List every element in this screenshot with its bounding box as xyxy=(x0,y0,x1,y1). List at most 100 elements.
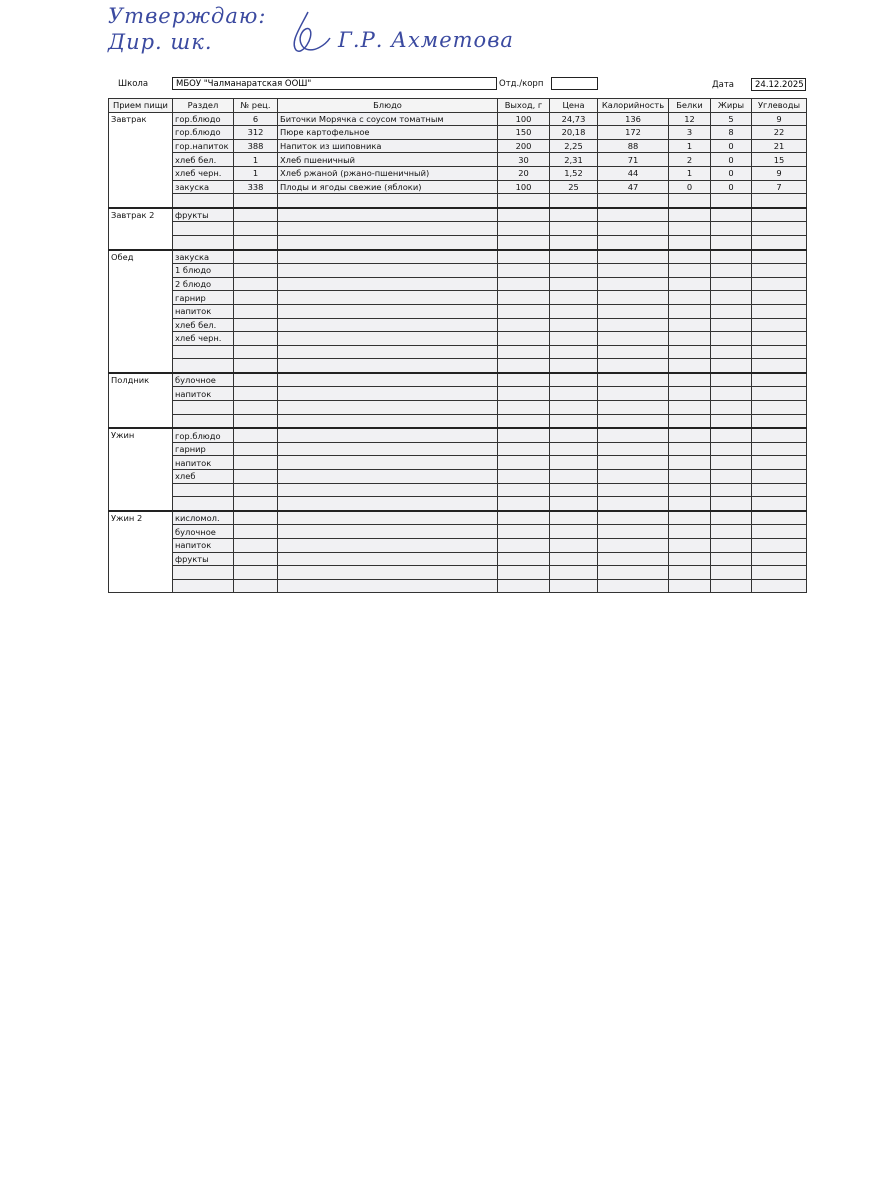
column-header: Прием пищи xyxy=(108,98,173,113)
table-row: Завтрак гор.блюдо 6 Биточки Морячка с соусо… xyxy=(108,111,807,209)
cell-fat xyxy=(710,386,752,402)
cell-output xyxy=(497,441,550,457)
column-header: Цена xyxy=(549,98,598,113)
cell-section xyxy=(172,413,234,429)
table-row: Ужин гор.блюдо xyxy=(108,427,807,512)
cell-carbs xyxy=(751,400,807,415)
cell-price: 24,73 xyxy=(549,111,598,127)
cell-output xyxy=(497,248,550,265)
cell-dish xyxy=(277,290,498,305)
cell-kcal xyxy=(597,509,669,526)
cell-dish: Биточки Морячка с соусом томатным xyxy=(277,111,498,127)
column-header: Углеводы xyxy=(751,98,807,113)
cell-price xyxy=(549,290,598,305)
cell-fat: 0 xyxy=(710,138,752,154)
cell-protein xyxy=(668,263,711,278)
table-row xyxy=(109,578,807,594)
cell-dish xyxy=(277,206,498,223)
cell-protein xyxy=(668,276,711,292)
cell-section xyxy=(172,565,234,580)
cell-section: гарнир xyxy=(172,290,234,305)
cell-fat xyxy=(710,303,752,319)
cell-kcal xyxy=(597,413,669,429)
cell-output: 20 xyxy=(497,165,550,181)
cell-output xyxy=(497,317,550,333)
cell-dish xyxy=(277,496,498,512)
cell-price xyxy=(549,441,598,457)
cell-rec xyxy=(233,317,278,333)
cell-protein xyxy=(668,413,711,429)
cell-carbs: 22 xyxy=(751,125,807,140)
cell-section: гор.блюдо xyxy=(172,125,234,140)
table-row: Обед закуска xyxy=(108,248,807,374)
cell-dish xyxy=(277,248,498,265)
cell-fat xyxy=(710,578,752,594)
column-header: Выход, г xyxy=(497,98,550,113)
cell-fat xyxy=(710,371,752,388)
cell-fat: 0 xyxy=(710,152,752,167)
dept-label: Отд./корп xyxy=(499,79,544,89)
cell-carbs xyxy=(751,427,807,443)
cell-kcal xyxy=(597,578,669,594)
table-row: хлеб черн. xyxy=(109,331,807,346)
cell-protein xyxy=(668,469,711,484)
cell-dish xyxy=(277,551,498,567)
cell-kcal xyxy=(597,400,669,415)
cell-section: хлеб бел. xyxy=(172,317,234,333)
cell-rec: 6 xyxy=(233,111,278,127)
cell-output: 150 xyxy=(497,125,550,140)
cell-fat xyxy=(710,317,752,333)
cell-price xyxy=(549,455,598,471)
cell-price xyxy=(549,221,598,236)
cell-protein xyxy=(668,386,711,402)
cell-carbs xyxy=(751,276,807,292)
cell-section xyxy=(172,496,234,512)
table-row: гор.напиток 388 Напиток из шиповника 200 2,2… xyxy=(109,138,807,154)
column-header: Калорийность xyxy=(597,98,669,113)
cell-rec: 1 xyxy=(233,165,278,181)
cell-price xyxy=(549,400,598,415)
cell-rec xyxy=(233,344,278,360)
cell-price: 25 xyxy=(549,179,598,195)
cell-kcal xyxy=(597,276,669,292)
table-row xyxy=(109,496,807,512)
cell-protein xyxy=(668,524,711,539)
cell-price xyxy=(549,386,598,402)
cell-output xyxy=(497,469,550,484)
cell-dish xyxy=(277,400,498,415)
cell-carbs: 15 xyxy=(751,152,807,167)
cell-kcal xyxy=(597,206,669,223)
cell-rec xyxy=(233,509,278,526)
cell-carbs xyxy=(751,386,807,402)
cell-rec xyxy=(233,551,278,567)
cell-protein xyxy=(668,221,711,236)
approval-signer: Г.Р. Ахметова xyxy=(338,28,514,52)
cell-section: хлеб xyxy=(172,469,234,484)
cell-dish xyxy=(277,221,498,236)
cell-dish: Хлеб пшеничный xyxy=(277,152,498,167)
table-row xyxy=(109,193,807,209)
cell-kcal xyxy=(597,469,669,484)
cell-output xyxy=(497,538,550,553)
cell-carbs xyxy=(751,263,807,278)
cell-carbs xyxy=(751,206,807,223)
cell-kcal: 47 xyxy=(597,179,669,195)
cell-kcal xyxy=(597,317,669,333)
cell-protein xyxy=(668,441,711,457)
table-row: гарнир xyxy=(109,441,807,457)
table-row: напиток xyxy=(109,303,807,319)
cell-fat xyxy=(710,427,752,443)
cell-carbs xyxy=(751,469,807,484)
cell-fat xyxy=(710,509,752,526)
cell-output xyxy=(497,509,550,526)
cell-rec xyxy=(233,400,278,415)
cell-fat xyxy=(710,413,752,429)
menu-table: Прием пищи Раздел № рец. Блюдо Выход, г Цена К… xyxy=(108,98,807,594)
cell-output xyxy=(497,427,550,443)
cell-rec xyxy=(233,263,278,278)
date-label: Дата xyxy=(712,80,735,90)
cell-output xyxy=(497,221,550,236)
cell-carbs xyxy=(751,455,807,471)
cell-fat: 8 xyxy=(710,125,752,140)
cell-section: напиток xyxy=(172,303,234,319)
